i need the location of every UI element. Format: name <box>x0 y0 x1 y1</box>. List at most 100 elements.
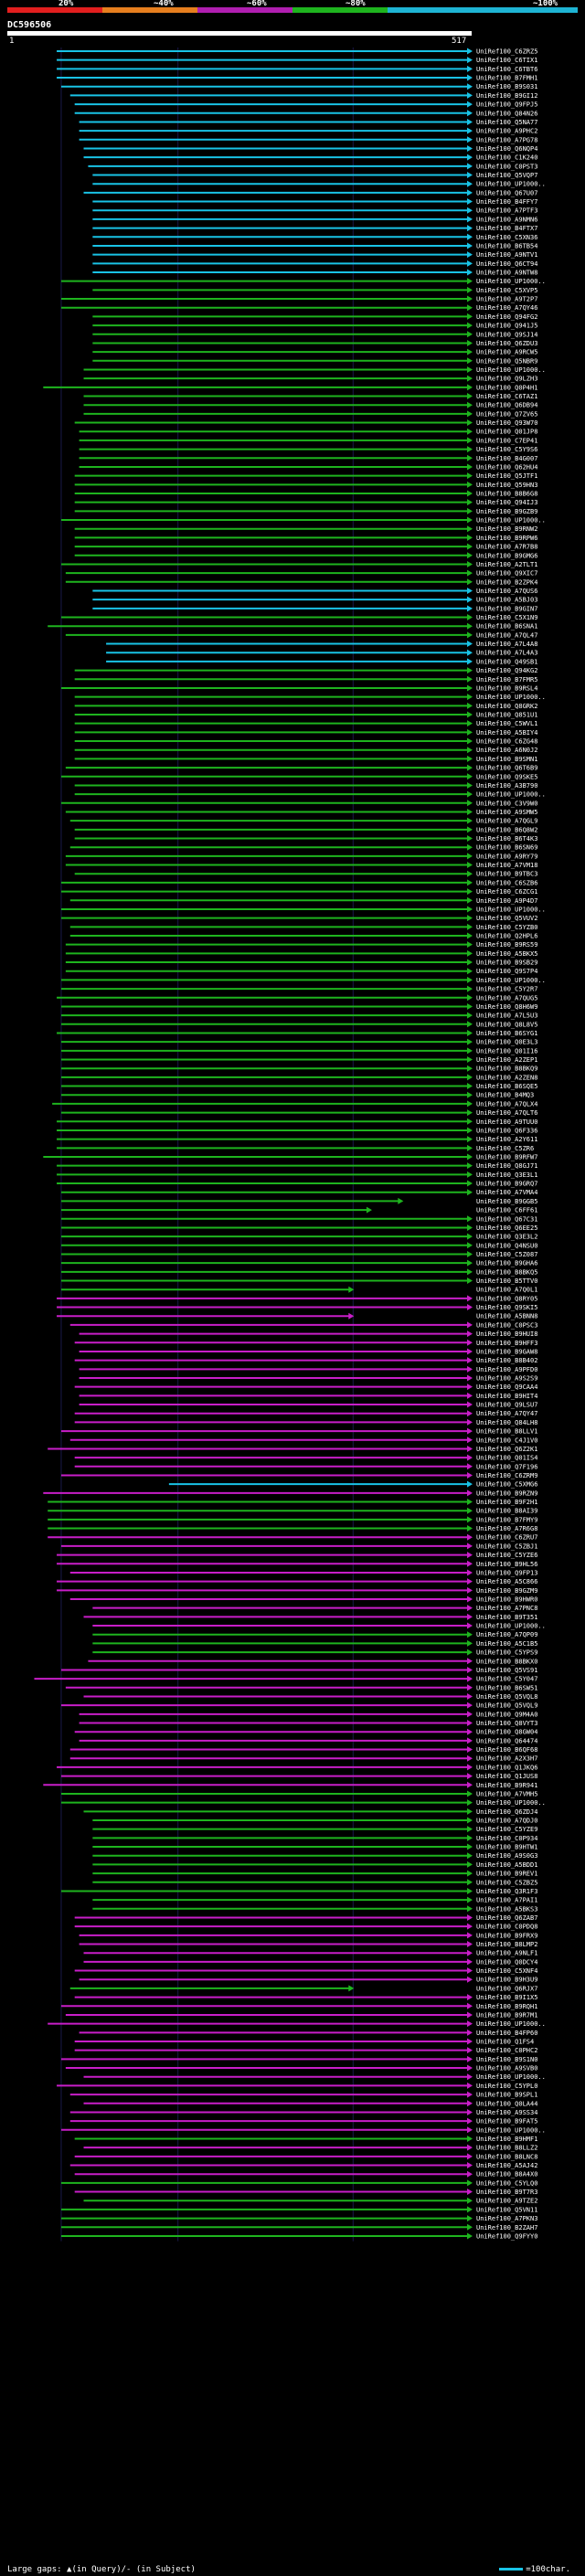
hit-label[interactable]: UniRef100_A7PNC8 <box>476 1605 537 1612</box>
hit-label[interactable]: UniRef100_B9GZB9 <box>476 508 537 515</box>
hit-label[interactable]: UniRef100_Q84LH8 <box>476 1419 537 1426</box>
hit-label[interactable]: UniRef100_B9RS59 <box>476 941 537 949</box>
hit-label[interactable]: UniRef100_B5TTV0 <box>476 1277 537 1285</box>
hit-label[interactable]: UniRef100_A2ZEP1 <box>476 1056 537 1064</box>
hit-label[interactable]: UniRef100_UP1000.. <box>476 2020 546 2028</box>
hit-label[interactable]: UniRef100_A9RCW5 <box>476 349 537 356</box>
hit-label[interactable]: UniRef100_A2X3H7 <box>476 1755 537 1763</box>
hit-label[interactable]: UniRef100_Q6ZAB7 <box>476 1914 537 1922</box>
hit-label[interactable]: UniRef100_A7QL47 <box>476 631 537 639</box>
hit-label[interactable]: UniRef100_C5WVL1 <box>476 720 537 727</box>
hit-label[interactable]: UniRef100_B9FAT5 <box>476 2118 537 2125</box>
hit-label[interactable]: UniRef100_C5Y047 <box>476 1676 537 1683</box>
hit-label[interactable]: UniRef100_C5XMG6 <box>476 1481 537 1489</box>
hit-label[interactable]: UniRef100_Q9SJ14 <box>476 331 537 338</box>
hit-label[interactable]: UniRef100_B9T351 <box>476 1614 537 1621</box>
hit-label[interactable]: UniRef100_A5BIY4 <box>476 729 537 737</box>
hit-label[interactable]: UniRef100_B9HIT4 <box>476 1393 537 1400</box>
hit-label[interactable]: UniRef100_A9NLF1 <box>476 1950 537 1957</box>
hit-label[interactable]: UniRef100_UP1000.. <box>476 1623 546 1630</box>
hit-label[interactable]: UniRef100_UP1000.. <box>476 791 546 799</box>
hit-label[interactable]: UniRef100_B6SNA1 <box>476 623 537 631</box>
hit-label[interactable]: UniRef100_Q3E3L1 <box>476 1171 537 1179</box>
hit-label[interactable]: UniRef100_B6Q8W2 <box>476 826 537 833</box>
hit-label[interactable]: UniRef100_B6SQE5 <box>476 1083 537 1090</box>
hit-label[interactable]: UniRef100_B8BKQ5 <box>476 1268 537 1276</box>
hit-label[interactable]: UniRef100_Q84N26 <box>476 110 537 117</box>
hit-label[interactable]: UniRef100_A5BKX5 <box>476 950 537 958</box>
hit-label[interactable]: UniRef100_C0PDQ8 <box>476 1924 537 1931</box>
hit-label[interactable]: UniRef100_B9RNW2 <box>476 525 537 533</box>
hit-label[interactable]: UniRef100_Q5VS91 <box>476 1667 537 1674</box>
hit-label[interactable]: UniRef100_C6ZCG1 <box>476 888 537 896</box>
hit-label[interactable]: UniRef100_Q67C31 <box>476 1215 537 1223</box>
hit-label[interactable]: UniRef100_Q1FS4 <box>476 2039 534 2046</box>
hit-label[interactable]: UniRef100_C1K240 <box>476 154 537 162</box>
hit-label[interactable]: UniRef100_UP1000.. <box>476 977 546 984</box>
hit-label[interactable]: UniRef100_UP1000.. <box>476 906 546 913</box>
hit-label[interactable]: UniRef100_Q7ZV65 <box>476 410 537 418</box>
hit-label[interactable]: UniRef100_C7EP41 <box>476 437 537 444</box>
hit-label[interactable]: UniRef100_Q49SB1 <box>476 658 537 665</box>
hit-label[interactable]: UniRef100_C6ZRZ5 <box>476 48 537 56</box>
hit-label[interactable]: UniRef100_Q01IS4 <box>476 1455 537 1462</box>
hit-label[interactable]: UniRef100_A9NMN6 <box>476 216 537 223</box>
hit-label[interactable]: UniRef100_Q94FG2 <box>476 313 537 321</box>
hit-label[interactable]: UniRef100_A7QUG5 <box>476 994 537 1002</box>
hit-label[interactable]: UniRef100_C3V9W0 <box>476 800 537 807</box>
hit-label[interactable]: UniRef100_B6QF68 <box>476 1746 537 1754</box>
hit-label[interactable]: UniRef100_B9H3U9 <box>476 1977 537 1984</box>
hit-label[interactable]: UniRef100_Q2HPL6 <box>476 933 537 940</box>
hit-label[interactable]: UniRef100_C5XNF4 <box>476 1967 537 1975</box>
hit-label[interactable]: UniRef100_B8LLZ2 <box>476 2145 537 2152</box>
hit-label[interactable]: UniRef100_Q67U07 <box>476 189 537 196</box>
hit-label[interactable]: UniRef100_B9HWR0 <box>476 1596 537 1604</box>
hit-label[interactable]: UniRef100_Q94IJ3 <box>476 499 537 506</box>
hit-label[interactable]: UniRef100_Q5VQL9 <box>476 1702 537 1710</box>
hit-label[interactable]: UniRef100_B8AI39 <box>476 1508 537 1515</box>
hit-label[interactable]: UniRef100_Q1JUS8 <box>476 1773 537 1780</box>
hit-label[interactable]: UniRef100_Q8L8V5 <box>476 1021 537 1028</box>
hit-label[interactable]: UniRef100_B9TBC3 <box>476 871 537 878</box>
hit-label[interactable]: UniRef100_Q7F196 <box>476 1463 537 1470</box>
hit-label[interactable]: UniRef100_Q4NSU0 <box>476 1242 537 1249</box>
hit-label[interactable]: UniRef100_A7QGL9 <box>476 818 537 825</box>
hit-label[interactable]: UniRef100_Q01JP8 <box>476 429 537 436</box>
hit-label[interactable]: UniRef100_B9GAW8 <box>476 1348 537 1355</box>
hit-label[interactable]: UniRef100_Q6T6B9 <box>476 765 537 772</box>
hit-label[interactable]: UniRef100_B9HMF1 <box>476 2136 537 2143</box>
hit-label[interactable]: UniRef100_C5XN36 <box>476 234 537 241</box>
hit-label[interactable]: UniRef100_C0P934 <box>476 1835 537 1842</box>
hit-label[interactable]: UniRef100_A2Y611 <box>476 1136 537 1143</box>
hit-label[interactable]: UniRef100_C0PST3 <box>476 163 537 170</box>
hit-label[interactable]: UniRef100_C5XVP5 <box>476 287 537 294</box>
hit-label[interactable]: UniRef100_B8A4X0 <box>476 2171 537 2178</box>
hit-label[interactable]: UniRef100_Q6ZDJ4 <box>476 1808 537 1816</box>
hit-label[interactable]: UniRef100_B9SB29 <box>476 959 537 967</box>
hit-label[interactable]: UniRef100_A9S0G3 <box>476 1852 537 1860</box>
hit-label[interactable]: UniRef100_A9TUU0 <box>476 1118 537 1126</box>
hit-label[interactable]: UniRef100_B9R7M1 <box>476 2011 537 2019</box>
hit-label[interactable]: UniRef100_Q93W70 <box>476 419 537 427</box>
hit-label[interactable]: UniRef100_Q62HU4 <box>476 463 537 471</box>
hit-label[interactable]: UniRef100_B9GRQ7 <box>476 1181 537 1188</box>
hit-label[interactable]: UniRef100_Q9CAA4 <box>476 1383 537 1391</box>
hit-label[interactable]: UniRef100_A9NTW8 <box>476 270 537 277</box>
hit-label[interactable]: UniRef100_Q6ZDU3 <box>476 340 537 347</box>
hit-label[interactable]: UniRef100_A3B790 <box>476 782 537 790</box>
hit-label[interactable]: UniRef100_Q64474 <box>476 1737 537 1744</box>
hit-label[interactable]: UniRef100_A9SMW5 <box>476 809 537 816</box>
hit-label[interactable]: UniRef100_Q851U1 <box>476 712 537 719</box>
hit-label[interactable]: UniRef100_B9I1X5 <box>476 1994 537 2001</box>
hit-label[interactable]: UniRef100_A7QUS6 <box>476 588 537 595</box>
hit-label[interactable]: UniRef100_Q6RJX7 <box>476 1985 537 1992</box>
hit-label[interactable]: UniRef100_Q6NQP4 <box>476 145 537 153</box>
hit-label[interactable]: UniRef100_A5AJ42 <box>476 2162 537 2169</box>
hit-label[interactable]: UniRef100_A5C1B5 <box>476 1640 537 1648</box>
hit-label[interactable]: UniRef100_B8B6G8 <box>476 491 537 498</box>
hit-label[interactable]: UniRef100_Q5VQL8 <box>476 1693 537 1701</box>
hit-label[interactable]: UniRef100_B2ZAH7 <box>476 2224 537 2231</box>
hit-label[interactable]: UniRef100_Q8GRK2 <box>476 703 537 710</box>
hit-label[interactable]: UniRef100_Q9FYY0 <box>476 2232 537 2240</box>
hit-label[interactable]: UniRef100_A7PG78 <box>476 136 537 143</box>
